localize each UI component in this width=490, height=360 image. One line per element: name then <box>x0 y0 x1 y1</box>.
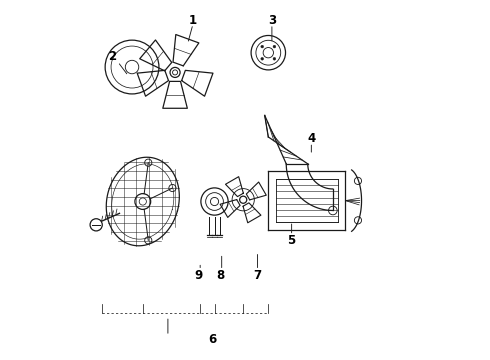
Text: 4: 4 <box>307 132 316 145</box>
Circle shape <box>261 45 264 48</box>
Text: 9: 9 <box>194 269 202 282</box>
Text: 6: 6 <box>209 333 217 346</box>
Circle shape <box>261 57 264 60</box>
Text: 7: 7 <box>253 269 262 282</box>
Text: 3: 3 <box>268 14 276 27</box>
Text: 8: 8 <box>216 269 224 282</box>
Circle shape <box>273 45 276 48</box>
Text: 5: 5 <box>288 234 296 247</box>
Text: 2: 2 <box>108 50 117 63</box>
Text: 1: 1 <box>189 14 197 27</box>
Circle shape <box>273 57 276 60</box>
